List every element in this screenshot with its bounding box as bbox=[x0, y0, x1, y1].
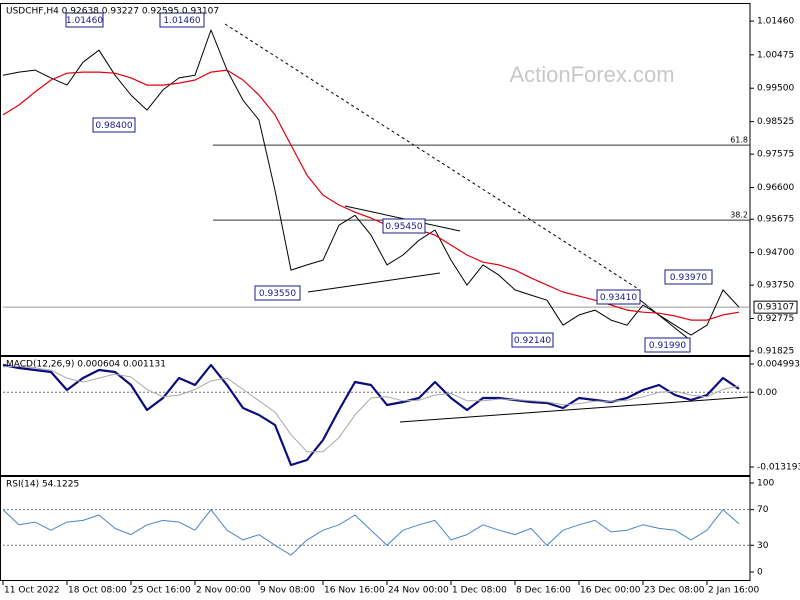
y-tick-label: 0.97575 bbox=[757, 150, 794, 160]
fibo-label: 38.2 bbox=[730, 211, 748, 220]
last-price-label: 0.93107 bbox=[757, 303, 794, 313]
y-tick-label: 0.95675 bbox=[757, 215, 794, 225]
series-line bbox=[2, 29, 740, 336]
last-price-box bbox=[753, 300, 798, 314]
watermark: ActionForex.com bbox=[509, 62, 674, 87]
price-label-box bbox=[254, 285, 301, 301]
y-tick-label: 1.01460 bbox=[757, 17, 794, 27]
pane-title: USDCHF,H4 0.92638 0.93227 0.92595 0.9310… bbox=[6, 7, 219, 17]
series-line bbox=[2, 509, 740, 556]
y-tick-label: 0.93750 bbox=[757, 281, 794, 291]
y-tick-label: 0.94700 bbox=[757, 248, 794, 258]
y-tick-label: 0.96600 bbox=[757, 183, 794, 193]
price-label: 0.93970 bbox=[670, 273, 707, 283]
y-tick-label: 0.99500 bbox=[757, 84, 794, 94]
pane-title: MACD(12,26,9) 0.000604 0.001131 bbox=[6, 360, 166, 370]
y-tick-label: 0.91825 bbox=[757, 347, 794, 357]
y-tick-label: 0.92775 bbox=[757, 314, 794, 324]
y-tick-label: 0.004993 bbox=[757, 359, 800, 369]
pane-frame bbox=[0, 476, 751, 581]
price-label-box bbox=[664, 269, 713, 285]
trendline bbox=[399, 396, 749, 423]
y-tick-label: 0 bbox=[757, 567, 763, 577]
y-tick-label: 1.00475 bbox=[757, 50, 794, 60]
x-tick-label: 18 Oct 08:00 bbox=[68, 586, 127, 596]
price-label-box bbox=[511, 332, 554, 348]
x-tick-label: 23 Dec 08:00 bbox=[644, 586, 705, 596]
series-line bbox=[2, 365, 740, 453]
price-label: 0.93410 bbox=[600, 293, 637, 303]
series-line bbox=[2, 363, 740, 467]
fibo-label: 61.8 bbox=[730, 136, 748, 145]
x-tick-label: 1 Dec 08:00 bbox=[452, 586, 507, 596]
trendline bbox=[307, 272, 441, 293]
price-label: 0.92140 bbox=[514, 336, 551, 346]
price-label: 0.98400 bbox=[95, 121, 132, 131]
price-label-box bbox=[159, 12, 205, 28]
x-tick-label: 25 Oct 16:00 bbox=[132, 586, 191, 596]
pane-frame bbox=[0, 3, 751, 356]
x-tick-label: 11 Oct 2022 bbox=[4, 586, 60, 596]
x-tick-label: 8 Dec 16:00 bbox=[516, 586, 571, 596]
y-tick-label: -0.013193 bbox=[757, 462, 800, 472]
x-tick-label: 2 Nov 00:00 bbox=[196, 586, 251, 596]
price-label: 0.91990 bbox=[649, 341, 686, 351]
price-label: 0.93550 bbox=[259, 289, 296, 299]
y-tick-label: 0.00 bbox=[757, 388, 777, 398]
price-label: 1.01460 bbox=[163, 16, 200, 26]
x-tick-label: 9 Nov 08:00 bbox=[260, 586, 315, 596]
x-tick-label: 16 Dec 00:00 bbox=[580, 586, 641, 596]
price-label: 1.01460 bbox=[66, 16, 103, 26]
y-tick-label: 0.98525 bbox=[757, 117, 794, 127]
y-tick-label: 100 bbox=[757, 478, 774, 488]
price-label-box bbox=[644, 337, 691, 353]
price-label-box bbox=[382, 218, 426, 234]
price-label-box bbox=[596, 289, 641, 305]
price-label-box bbox=[65, 12, 104, 28]
trendline bbox=[639, 299, 691, 341]
x-tick-label: 16 Nov 16:00 bbox=[324, 586, 385, 596]
x-tick-label: 24 Nov 00:00 bbox=[388, 586, 449, 596]
pane-title: RSI(14) 54.1225 bbox=[6, 480, 79, 490]
y-tick-label: 70 bbox=[757, 505, 769, 515]
y-tick-label: 30 bbox=[757, 541, 769, 551]
x-tick-label: 2 Jan 16:00 bbox=[708, 586, 760, 596]
trendline bbox=[224, 23, 641, 291]
pane-frame bbox=[0, 356, 751, 476]
price-label: 0.95450 bbox=[385, 222, 422, 232]
price-label-box bbox=[92, 117, 136, 133]
series-line bbox=[2, 69, 740, 321]
